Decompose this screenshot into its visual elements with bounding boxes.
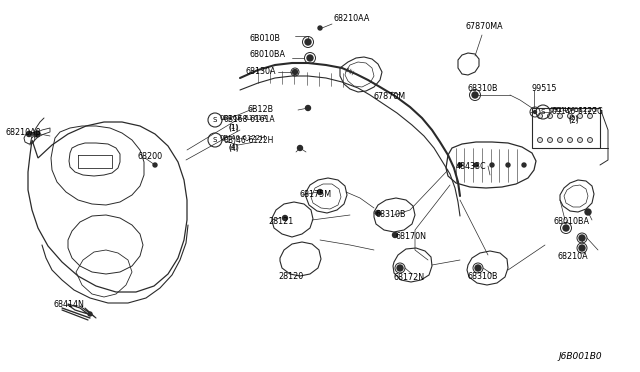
Text: S: S [213, 117, 217, 123]
Text: 68010BA: 68010BA [554, 217, 590, 226]
Text: 68210A: 68210A [558, 252, 589, 261]
Text: (4): (4) [228, 144, 238, 150]
Circle shape [26, 131, 31, 137]
Text: (1): (1) [228, 124, 238, 130]
Text: 99515: 99515 [532, 84, 557, 93]
Circle shape [305, 39, 311, 45]
Circle shape [577, 138, 582, 142]
Circle shape [475, 265, 481, 271]
Circle shape [557, 138, 563, 142]
Circle shape [563, 225, 569, 231]
Circle shape [585, 209, 591, 215]
Text: 6B12B: 6B12B [248, 105, 274, 114]
Circle shape [588, 113, 593, 119]
Text: 68010BA: 68010BA [250, 50, 286, 59]
Text: 67870MA: 67870MA [466, 22, 504, 31]
Circle shape [392, 232, 397, 237]
Circle shape [534, 110, 536, 113]
Circle shape [458, 163, 462, 167]
Circle shape [298, 145, 303, 151]
Circle shape [34, 131, 40, 137]
Circle shape [557, 113, 563, 119]
Circle shape [506, 163, 510, 167]
Text: 48433C: 48433C [456, 162, 486, 171]
Circle shape [474, 163, 478, 167]
Text: 67870M: 67870M [373, 92, 405, 101]
Circle shape [579, 245, 585, 251]
Text: 68130A: 68130A [246, 67, 276, 76]
Circle shape [472, 92, 478, 98]
Circle shape [588, 138, 593, 142]
Circle shape [568, 113, 573, 119]
Text: 09146-6122G: 09146-6122G [550, 107, 598, 113]
Text: (4): (4) [228, 144, 239, 153]
Circle shape [579, 235, 585, 241]
Text: 68200: 68200 [138, 152, 163, 161]
Text: (2): (2) [568, 115, 579, 125]
Text: 0B168-6161A: 0B168-6161A [223, 115, 275, 125]
Text: 68210Aβ: 68210Aβ [6, 128, 42, 137]
Circle shape [538, 113, 543, 119]
Circle shape [307, 55, 313, 61]
Text: 68310B: 68310B [376, 210, 406, 219]
Text: J6B001B0: J6B001B0 [558, 352, 602, 361]
Circle shape [490, 163, 494, 167]
Text: 0B168-6161A: 0B168-6161A [220, 115, 268, 121]
Text: 0B)46-6122H: 0B)46-6122H [220, 135, 266, 141]
Circle shape [282, 215, 287, 221]
Circle shape [305, 106, 310, 110]
Text: 68175M: 68175M [300, 190, 332, 199]
Text: 09146-6122G: 09146-6122G [551, 108, 603, 116]
Text: 28120: 28120 [278, 272, 303, 281]
Text: S: S [213, 137, 217, 143]
Circle shape [292, 70, 298, 74]
Text: 68170N: 68170N [396, 232, 427, 241]
Text: 6B010B: 6B010B [250, 34, 281, 43]
Circle shape [547, 113, 552, 119]
Circle shape [547, 138, 552, 142]
Text: 68310B: 68310B [467, 84, 497, 93]
Text: 68310B: 68310B [468, 272, 499, 281]
Circle shape [88, 312, 92, 316]
Text: (2): (2) [568, 115, 578, 121]
Circle shape [568, 138, 573, 142]
Circle shape [376, 211, 381, 215]
Circle shape [577, 113, 582, 119]
Text: S: S [541, 109, 545, 115]
Circle shape [317, 189, 323, 195]
Text: 68172N: 68172N [393, 273, 424, 282]
Circle shape [153, 163, 157, 167]
Text: 28121: 28121 [268, 217, 293, 226]
Circle shape [522, 163, 526, 167]
Text: (1): (1) [228, 124, 239, 132]
Circle shape [538, 138, 543, 142]
Text: 68210AA: 68210AA [334, 14, 371, 23]
Circle shape [318, 26, 322, 30]
Text: 0B)46-6122H: 0B)46-6122H [223, 135, 273, 144]
Text: 68414N: 68414N [54, 300, 85, 309]
Circle shape [397, 265, 403, 271]
